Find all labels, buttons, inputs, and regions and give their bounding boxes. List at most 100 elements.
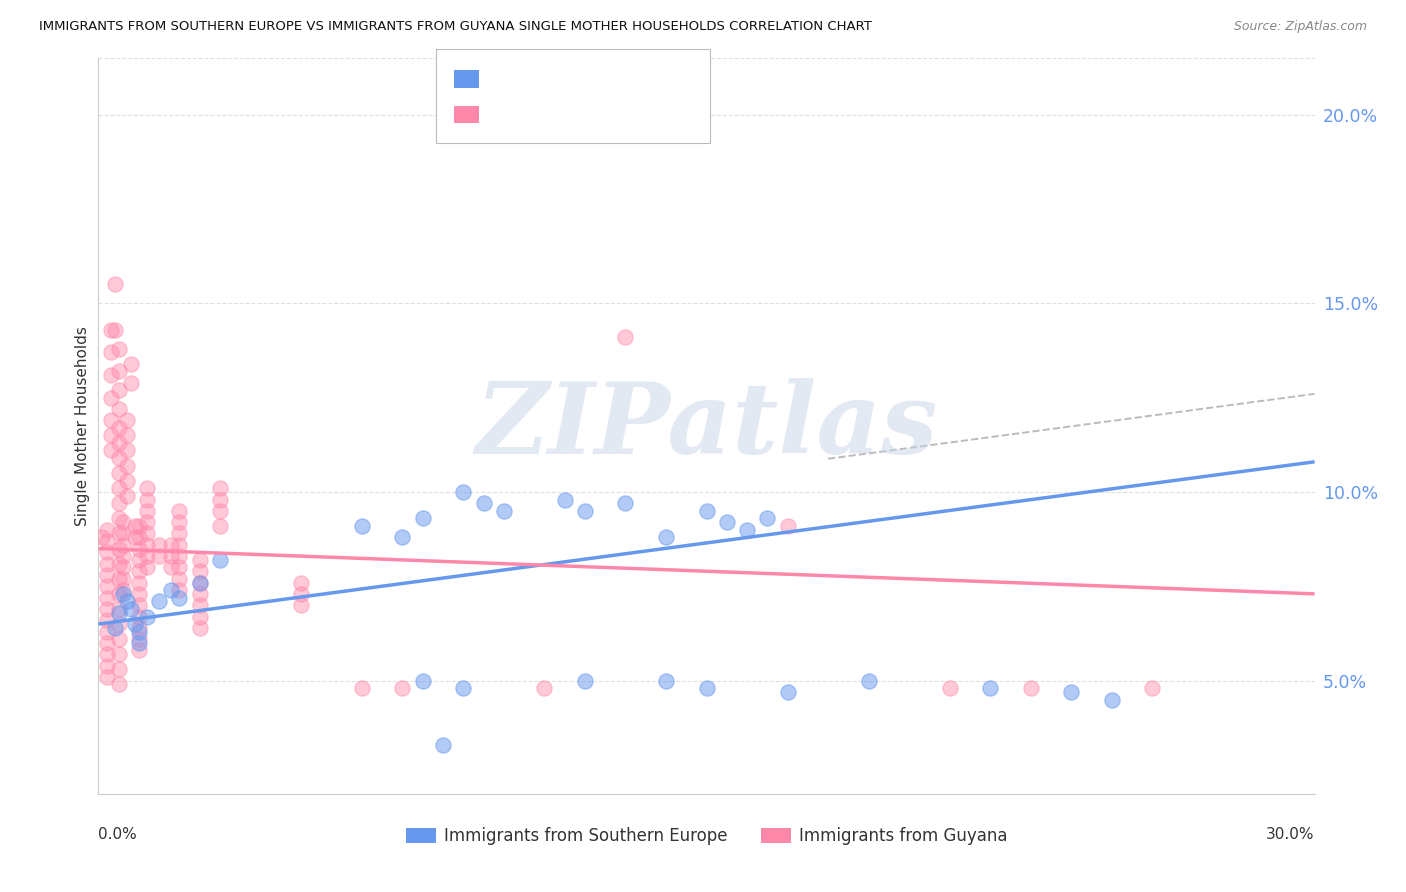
Point	[111, 583, 134, 598]
Point	[104, 323, 127, 337]
Point	[136, 538, 159, 552]
Point	[96, 568, 118, 582]
Point	[290, 587, 312, 601]
Point	[91, 530, 114, 544]
Point	[100, 413, 122, 427]
Point	[107, 421, 129, 435]
Point	[104, 277, 127, 292]
Point	[107, 632, 129, 647]
Point	[169, 515, 191, 529]
Point	[350, 519, 373, 533]
Point	[136, 549, 159, 563]
Point	[120, 376, 142, 390]
Point	[290, 575, 312, 590]
Point	[115, 413, 138, 427]
Point	[696, 504, 718, 518]
Point	[136, 492, 159, 507]
Point	[111, 560, 134, 574]
Point	[979, 681, 1001, 696]
Point	[100, 443, 122, 458]
Point	[96, 602, 118, 616]
Point	[350, 681, 373, 696]
Point	[136, 504, 159, 518]
Point	[209, 492, 232, 507]
Point	[128, 553, 150, 567]
Point	[115, 458, 138, 473]
Point	[169, 526, 191, 541]
Point	[111, 515, 134, 529]
Point	[148, 594, 170, 608]
Text: N =: N =	[596, 71, 640, 87]
Point	[472, 496, 495, 510]
Point	[111, 526, 134, 541]
Point	[107, 602, 129, 616]
Point	[188, 553, 211, 567]
Text: R =: R =	[491, 107, 524, 122]
Point	[188, 564, 211, 578]
Point	[160, 560, 183, 574]
Text: 0.410: 0.410	[533, 71, 581, 87]
Point	[209, 504, 232, 518]
Point	[100, 368, 122, 382]
Point	[574, 673, 596, 688]
Point	[96, 647, 118, 661]
Point	[111, 587, 134, 601]
Point	[188, 621, 211, 635]
Point	[107, 383, 129, 397]
Text: -0.095: -0.095	[533, 107, 582, 122]
Point	[169, 572, 191, 586]
Point	[1142, 681, 1164, 696]
Point	[107, 526, 129, 541]
Point	[492, 504, 515, 518]
Point	[735, 523, 758, 537]
Point	[160, 549, 183, 563]
Point	[148, 549, 170, 563]
Point	[128, 598, 150, 612]
Point	[136, 481, 159, 495]
Point	[107, 587, 129, 601]
Legend: Immigrants from Southern Europe, Immigrants from Guyana: Immigrants from Southern Europe, Immigra…	[399, 821, 1014, 852]
Text: 28: 28	[643, 71, 666, 87]
Point	[107, 541, 129, 556]
Point	[96, 523, 118, 537]
Point	[128, 643, 150, 657]
Point	[107, 450, 129, 465]
Point	[128, 541, 150, 556]
Point	[107, 342, 129, 356]
Point	[96, 636, 118, 650]
Point	[209, 553, 232, 567]
Point	[160, 583, 183, 598]
Point	[209, 519, 232, 533]
Point	[939, 681, 962, 696]
Point	[107, 572, 129, 586]
Point	[188, 575, 211, 590]
Text: N =: N =	[596, 107, 640, 122]
Point	[96, 579, 118, 593]
Point	[412, 511, 434, 525]
Point	[655, 530, 678, 544]
Point	[128, 575, 150, 590]
Point	[111, 572, 134, 586]
Point	[169, 560, 191, 574]
Point	[756, 511, 779, 525]
Point	[169, 549, 191, 563]
Point	[96, 557, 118, 571]
Point	[107, 662, 129, 676]
Point	[96, 591, 118, 605]
Point	[107, 557, 129, 571]
Point	[107, 511, 129, 525]
Point	[136, 560, 159, 574]
Point	[169, 538, 191, 552]
Point	[107, 606, 129, 620]
Y-axis label: Single Mother Households: Single Mother Households	[75, 326, 90, 526]
Point	[107, 364, 129, 378]
Point	[776, 519, 799, 533]
Point	[1019, 681, 1042, 696]
Point	[453, 485, 475, 500]
Text: Source: ZipAtlas.com: Source: ZipAtlas.com	[1233, 20, 1367, 33]
Point	[432, 738, 454, 752]
Point	[716, 515, 738, 529]
Point	[100, 323, 122, 337]
Point	[104, 621, 127, 635]
Point	[169, 591, 191, 605]
